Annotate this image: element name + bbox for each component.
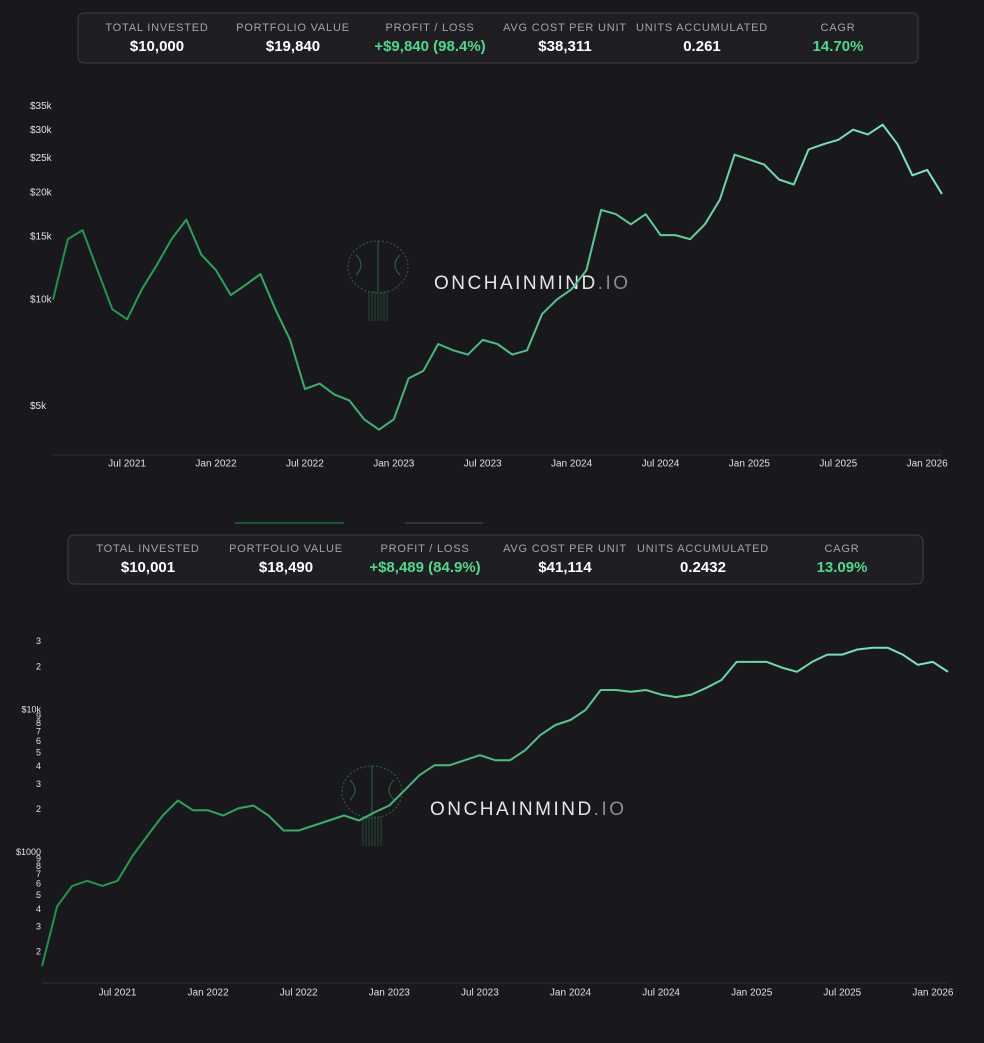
y-tick-label: 5 — [36, 747, 41, 757]
y-tick-label: 4 — [36, 904, 41, 914]
watermark-suffix: .IO — [594, 799, 627, 820]
stat-label: TOTAL INVESTED — [105, 22, 208, 34]
x-tick-label: Jul 2022 — [280, 988, 318, 999]
x-tick-label: Jan 2024 — [551, 459, 593, 470]
stat-value: $10,001 — [121, 559, 175, 576]
y-tick-label: 8 — [36, 861, 41, 871]
stat-label: AVG COST PER UNIT — [503, 543, 627, 555]
series-line — [52, 123, 943, 431]
x-tick-label: Jan 2023 — [369, 988, 411, 999]
y-tick-label: $15k — [30, 232, 53, 243]
y-tick-label: 6 — [36, 879, 41, 889]
x-tick-label: Jul 2021 — [108, 459, 146, 470]
x-tick-label: Jul 2025 — [819, 459, 857, 470]
stat-label: PROFIT / LOSS — [385, 22, 474, 34]
stat-value: +$9,840 (98.4%) — [374, 38, 485, 55]
y-tick-label: $10k — [30, 294, 53, 305]
x-tick-label: Jul 2024 — [642, 988, 680, 999]
stat-label: PROFIT / LOSS — [380, 543, 469, 555]
y-tick-label: $1000 — [16, 847, 41, 857]
x-tick-label: Jul 2023 — [461, 988, 499, 999]
brain-outline — [347, 240, 409, 294]
stats-panel — [77, 12, 919, 64]
x-tick-label: Jan 2022 — [195, 459, 237, 470]
stat-value: 13.09% — [817, 559, 868, 576]
stat-value: $38,311 — [538, 38, 591, 55]
watermark: ONCHAINMIND.IO — [430, 799, 627, 820]
stat-value: +$8,489 (84.9%) — [369, 559, 480, 576]
stat-value: $41,114 — [538, 559, 592, 576]
x-tick-label: Jan 2025 — [731, 988, 773, 999]
stat-value: 0.2432 — [680, 559, 726, 576]
stat-label: CAGR — [821, 22, 856, 34]
y-tick-label: $35k — [30, 101, 53, 112]
y-tick-label: 3 — [36, 779, 41, 789]
stat-label: PORTFOLIO VALUE — [236, 22, 350, 34]
x-tick-label: Jan 2022 — [188, 988, 230, 999]
y-tick-label: $10k — [21, 704, 41, 714]
x-tick-label: Jan 2026 — [912, 988, 954, 999]
x-tick-label: Jul 2021 — [99, 988, 137, 999]
stat-label: TOTAL INVESTED — [96, 543, 199, 555]
watermark-main: ONCHAINMIND — [434, 273, 598, 294]
y-tick-label: 3 — [36, 636, 41, 646]
y-tick-label: 8 — [36, 718, 41, 728]
y-tick-label: $5k — [30, 401, 47, 412]
y-tick-label: $30k — [30, 125, 53, 136]
y-tick-label: 5 — [36, 890, 41, 900]
x-tick-label: Jul 2025 — [823, 988, 861, 999]
x-tick-label: Jul 2023 — [464, 459, 502, 470]
stat-label: UNITS ACCUMULATED — [637, 543, 769, 555]
watermark-main: ONCHAINMIND — [430, 799, 594, 820]
y-tick-label: 4 — [36, 761, 41, 771]
stats-panel — [67, 534, 924, 585]
stat-label: AVG COST PER UNIT — [503, 22, 627, 34]
y-tick-label: $20k — [30, 187, 53, 198]
y-tick-label: 9 — [36, 854, 41, 864]
watermark-icon — [347, 240, 409, 321]
x-tick-label: Jan 2024 — [550, 988, 592, 999]
brain-fold — [349, 766, 395, 816]
watermark: ONCHAINMIND.IO — [434, 273, 631, 294]
watermark-suffix: .IO — [598, 273, 631, 294]
y-tick-label: 7 — [36, 726, 41, 736]
stat-value: 14.70% — [813, 38, 864, 55]
x-tick-label: Jan 2026 — [907, 459, 949, 470]
stat-label: UNITS ACCUMULATED — [636, 22, 768, 34]
x-tick-label: Jul 2024 — [642, 459, 680, 470]
stat-value: $19,840 — [266, 38, 320, 55]
y-tick-label: $25k — [30, 153, 53, 164]
stat-label: CAGR — [825, 543, 860, 555]
stat-value: 0.261 — [683, 38, 721, 55]
brain-fold — [355, 241, 401, 291]
y-tick-label: 2 — [36, 661, 41, 671]
y-tick-label: 2 — [36, 804, 41, 814]
y-tick-label: 7 — [36, 869, 41, 879]
stat-value: $18,490 — [259, 559, 313, 576]
x-tick-label: Jul 2022 — [286, 459, 324, 470]
stat-label: PORTFOLIO VALUE — [229, 543, 343, 555]
y-tick-label: 6 — [36, 736, 41, 746]
y-tick-label: 2 — [36, 947, 41, 957]
y-tick-label: 3 — [36, 922, 41, 932]
series-line — [41, 646, 949, 967]
y-tick-label: 9 — [36, 711, 41, 721]
x-tick-label: Jan 2023 — [373, 459, 415, 470]
stat-value: $10,000 — [130, 38, 184, 55]
x-tick-label: Jan 2025 — [729, 459, 771, 470]
